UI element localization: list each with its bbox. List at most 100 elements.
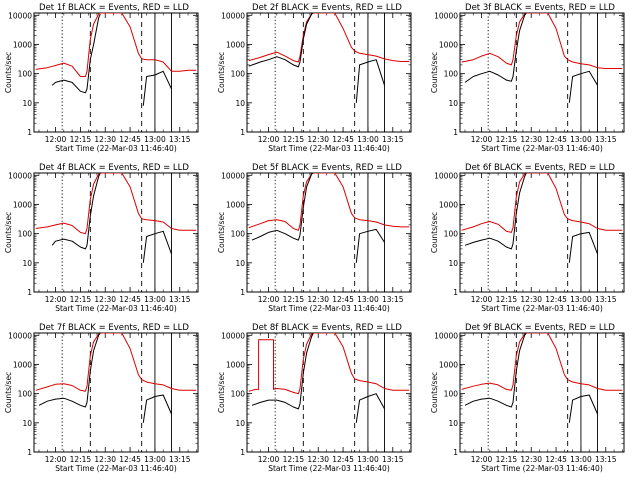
x-tick-label: 12:45: [119, 455, 141, 464]
y-tick-label: 100: [18, 230, 33, 239]
y-tick-label: 1000: [226, 200, 245, 209]
series-line-lld: [461, 333, 623, 391]
detector-panel: Det 6f BLACK = Events, RED = LLD 1 10 100 10…: [430, 163, 625, 313]
y-tick-label: 10: [22, 259, 32, 268]
plot-frame: [33, 12, 199, 133]
plot-frame: [459, 172, 625, 293]
x-tick-label: 12:00: [471, 295, 493, 304]
detector-panel: Det 4f BLACK = Events, RED = LLD 1 10 100 10…: [4, 163, 199, 313]
x-tick-label: 13:15: [382, 135, 404, 144]
x-tick-label: 12:45: [332, 455, 354, 464]
y-axis-label: Counts/sec: [217, 372, 226, 413]
x-axis-label: Start Time (22-Mar-03 11:46:40): [268, 304, 390, 313]
plot-frame: [246, 12, 412, 133]
panel-title: Det 8f BLACK = Events, RED = LLD: [252, 323, 402, 333]
x-tick-label: 12:30: [307, 295, 329, 304]
x-tick-label: 12:30: [307, 455, 329, 464]
x-axis-label: Start Time (22-Mar-03 11:46:40): [55, 144, 177, 153]
series-line-lld: [461, 173, 623, 233]
x-tick-label: 12:15: [283, 295, 305, 304]
y-tick-label: 100: [18, 390, 33, 399]
y-tick-label: 100: [231, 230, 246, 239]
x-tick-label: 12:00: [471, 455, 493, 464]
series-line-events: [464, 173, 527, 250]
series-group: [248, 333, 410, 423]
series-group: [461, 13, 623, 103]
y-tick-label: 1000: [13, 40, 32, 49]
x-tick-label: 12:00: [258, 295, 280, 304]
y-tick-label: 10000: [434, 11, 458, 20]
series-line-lld: [35, 173, 197, 235]
x-axis-label: Start Time (22-Mar-03 11:46:40): [55, 304, 177, 313]
y-tick-label: 10000: [434, 331, 458, 340]
y-tick-label: 10: [22, 99, 32, 108]
y-tick-label: 100: [444, 230, 459, 239]
x-tick-label: 12:30: [94, 135, 116, 144]
series-line-events: [38, 333, 101, 408]
x-tick-label: 12:45: [332, 295, 354, 304]
series-line-events: [464, 13, 527, 83]
series-line-events: [568, 231, 598, 263]
x-tick-label: 13:00: [144, 295, 166, 304]
x-tick-label: 12:15: [496, 295, 518, 304]
x-tick-label: 12:15: [283, 455, 305, 464]
detector-panel: Det 1f BLACK = Events, RED = LLD 1 10 100 10…: [4, 3, 199, 153]
x-tick-label: 12:15: [70, 455, 92, 464]
y-tick-label: 10: [448, 99, 458, 108]
x-tick-label: 12:00: [45, 295, 67, 304]
panel-title: Det 7f BLACK = Events, RED = LLD: [39, 323, 189, 333]
y-tick-label: 10000: [221, 11, 245, 20]
x-tick-label: 13:00: [357, 295, 379, 304]
x-tick-label: 12:30: [520, 135, 542, 144]
x-tick-label: 12:30: [520, 455, 542, 464]
y-axis-label: Counts/sec: [430, 372, 439, 413]
detector-panel: Det 8f BLACK = Events, RED = LLD 1 10 100 10…: [217, 323, 412, 473]
y-tick-label: 10000: [8, 11, 32, 20]
y-tick-label: 1000: [226, 360, 245, 369]
x-tick-label: 13:15: [382, 455, 404, 464]
series-line-lld: [461, 13, 623, 69]
y-tick-label: 100: [444, 390, 459, 399]
y-tick-label: 10000: [8, 331, 32, 340]
x-tick-label: 13:15: [169, 295, 191, 304]
series-line-lld: [248, 13, 410, 63]
panel-title: Det 5f BLACK = Events, RED = LLD: [252, 163, 402, 173]
y-tick-label: 10000: [434, 171, 458, 180]
y-tick-label: 1000: [439, 200, 458, 209]
x-tick-label: 12:15: [496, 135, 518, 144]
x-tick-label: 12:45: [119, 295, 141, 304]
y-tick-label: 10: [448, 419, 458, 428]
y-tick-label: 1000: [439, 40, 458, 49]
x-axis-label: Start Time (22-Mar-03 11:46:40): [268, 144, 390, 153]
y-axis-label: Counts/sec: [430, 52, 439, 93]
x-tick-label: 12:30: [94, 295, 116, 304]
y-tick-label: 10: [22, 419, 32, 428]
x-tick-label: 13:00: [357, 135, 379, 144]
series-line-events: [355, 393, 385, 423]
x-tick-label: 13:00: [357, 455, 379, 464]
series-group: [461, 333, 623, 423]
y-tick-label: 10000: [221, 331, 245, 340]
x-tick-label: 12:00: [258, 135, 280, 144]
y-axis-label: Counts/sec: [430, 212, 439, 253]
panel-title: Det 1f BLACK = Events, RED = LLD: [39, 3, 189, 13]
series-line-events: [51, 173, 101, 250]
x-axis-label: Start Time (22-Mar-03 11:46:40): [268, 464, 390, 473]
x-tick-label: 13:15: [595, 455, 617, 464]
x-axis-label: Start Time (22-Mar-03 11:46:40): [481, 464, 603, 473]
x-tick-label: 12:15: [70, 135, 92, 144]
series-line-events: [142, 394, 172, 423]
series-line-events: [251, 173, 314, 241]
detector-panel: Det 9f BLACK = Events, RED = LLD 1 10 100 10…: [430, 323, 625, 473]
x-tick-label: 13:15: [595, 295, 617, 304]
series-line-events: [464, 333, 527, 408]
series-line-events: [142, 230, 172, 263]
x-tick-label: 13:15: [169, 455, 191, 464]
series-line-events: [251, 333, 314, 410]
series-line-lld: [248, 173, 410, 231]
series-group: [35, 173, 197, 263]
x-tick-label: 12:45: [545, 135, 567, 144]
x-tick-label: 13:00: [570, 295, 592, 304]
x-tick-label: 12:45: [545, 455, 567, 464]
